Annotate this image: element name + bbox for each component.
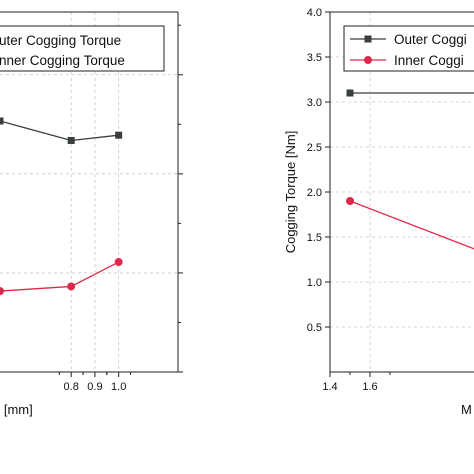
right-ticks: 1.4 1.6 0.5 1.0 1.5 2.0 2.5 3.0 3.5 4.0 [307,7,391,393]
y-tick-label: 2.0 [307,187,322,199]
y-tick-label: 0.5 [307,322,322,334]
left-legend-box [0,25,165,72]
right-legend-outer-marker [364,35,372,43]
left-series [0,117,123,296]
x-tick-label: 0.8 [64,381,79,393]
series-line [0,120,119,142]
data-point-square [67,136,75,144]
left-x-axis-title: e [mm] [0,402,33,417]
y-tick-label: 4.0 [307,7,322,19]
right-legend-entry-outer: Outer Coggi [394,32,467,47]
right-legend-entry-inner: Inner Coggi [394,53,464,68]
left-chart: 0.8 0.9 1.0 e [mm] uter Cogging Torque nne… [0,11,183,417]
x-tick-label: 1.0 [111,381,126,393]
right-chart: 1.4 1.6 0.5 1.0 1.5 2.0 2.5 3.0 3.5 4.0 Cogging T… [283,7,474,417]
x-tick-label: 1.4 [322,381,337,393]
left-legend-entry-outer: uter Cogging Torque [0,33,121,48]
series-line [0,261,119,292]
right-legend: Outer Coggi Inner Coggi [343,25,474,72]
data-point-square [346,89,354,97]
right-series [346,89,474,250]
data-point-square [0,117,4,125]
y-tick-label: 3.0 [307,97,322,109]
x-tick-label: 1.6 [362,381,377,393]
right-legend-box [343,25,474,72]
left-legend: uter Cogging Torque nner Cogging Torque [0,25,165,72]
series-line [349,200,474,250]
data-point-circle [67,282,76,291]
left-gridlines [0,12,178,373]
x-tick-label: 0.9 [87,381,102,393]
data-point-circle [114,258,123,267]
data-point-circle [346,197,354,205]
right-y-axis-title: Cogging Torque [Nm] [283,131,298,254]
data-point-circle [0,287,4,296]
y-tick-label: 3.5 [307,52,322,64]
y-tick-label: 2.5 [307,142,322,154]
left-ticks: 0.8 0.9 1.0 [58,24,183,393]
y-tick-label: 1.5 [307,232,322,244]
right-legend-inner-marker [364,56,372,64]
data-point-square [115,131,123,139]
right-x-axis-title: M [461,402,472,417]
left-legend-entry-inner: nner Cogging Torque [0,53,125,68]
y-tick-label: 1.0 [307,277,322,289]
